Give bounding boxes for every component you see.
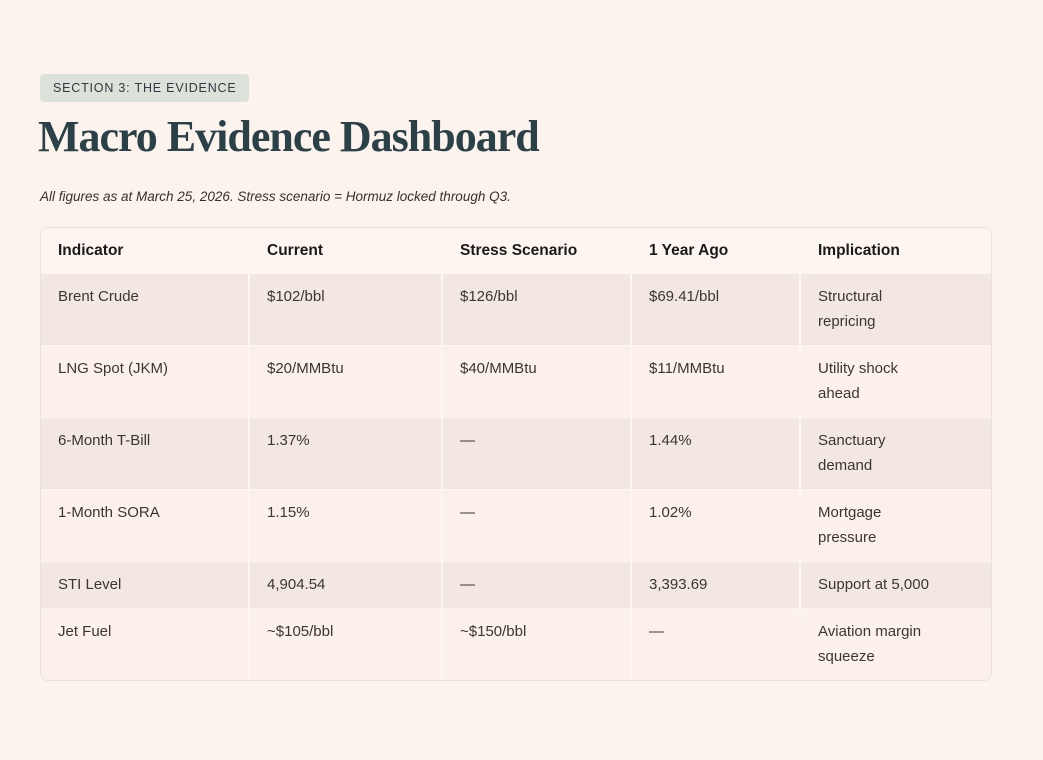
table-cell: ~$150/bbl <box>443 609 630 680</box>
table-cell: Support at 5,000 <box>801 562 991 608</box>
table-cell: Structural repricing <box>801 274 991 345</box>
table-row: LNG Spot (JKM) $20/MMBtu $40/MMBtu $11/MMBt… <box>41 346 991 417</box>
section-badge: SECTION 3: THE EVIDENCE <box>40 74 250 102</box>
table-cell: $69.41/bbl <box>632 274 799 345</box>
table-header-row: Indicator Current Stress Scenario 1 Year Ag… <box>41 228 991 273</box>
subtitle-note: All figures as at March 25, 2026. Stress… <box>40 189 511 204</box>
column-header: Implication <box>801 228 991 273</box>
table-row: Jet Fuel ~$105/bbl ~$150/bbl — Aviation marg… <box>41 609 991 680</box>
macro-evidence-table: Indicator Current Stress Scenario 1 Year Ag… <box>40 227 992 681</box>
table-cell: 6-Month T-Bill <box>41 418 248 489</box>
table-row: 6-Month T-Bill 1.37% —1.44% Sanctuary deman… <box>41 418 991 489</box>
column-header: Stress Scenario <box>443 228 630 273</box>
table-cell: $11/MMBtu <box>632 346 799 417</box>
table-cell: — <box>443 562 630 608</box>
table-row: Brent Crude $102/bbl $126/bbl $69.41/bbl Str… <box>41 274 991 345</box>
table-cell: — <box>443 418 630 489</box>
column-header: Indicator <box>41 228 248 273</box>
table-cell: $126/bbl <box>443 274 630 345</box>
table-cell: STI Level <box>41 562 248 608</box>
table-cell: $20/MMBtu <box>250 346 441 417</box>
table-cell: Aviation margin squeeze <box>801 609 991 680</box>
table-row: STI Level 4,904.54—3,393.69 Support at 5,0… <box>41 562 991 608</box>
table-cell: 4,904.54 <box>250 562 441 608</box>
page-title: Macro Evidence Dashboard <box>38 112 540 161</box>
column-header: 1 Year Ago <box>632 228 799 273</box>
table-cell: 1.02% <box>632 490 799 561</box>
table-cell: — <box>443 490 630 561</box>
table-cell: Sanctuary demand <box>801 418 991 489</box>
table-cell: 1-Month SORA <box>41 490 248 561</box>
table-cell: 3,393.69 <box>632 562 799 608</box>
page: SECTION 3: THE EVIDENCE Macro Evidence D… <box>38 74 992 681</box>
table-cell: 1.15% <box>250 490 441 561</box>
column-header: Current <box>250 228 441 273</box>
table-cell: Utility shock ahead <box>801 346 991 417</box>
table-cell: LNG Spot (JKM) <box>41 346 248 417</box>
table-row: 1-Month SORA 1.15% —1.02% Mortgage pressure <box>41 490 991 561</box>
table-cell: $40/MMBtu <box>443 346 630 417</box>
table-cell: ~$105/bbl <box>250 609 441 680</box>
table-cell: Jet Fuel <box>41 609 248 680</box>
table-cell: 1.37% <box>250 418 441 489</box>
table-cell: — <box>632 609 799 680</box>
table-cell: $102/bbl <box>250 274 441 345</box>
table-cell: Brent Crude <box>41 274 248 345</box>
table-cell: Mortgage pressure <box>801 490 991 561</box>
table-cell: 1.44% <box>632 418 799 489</box>
